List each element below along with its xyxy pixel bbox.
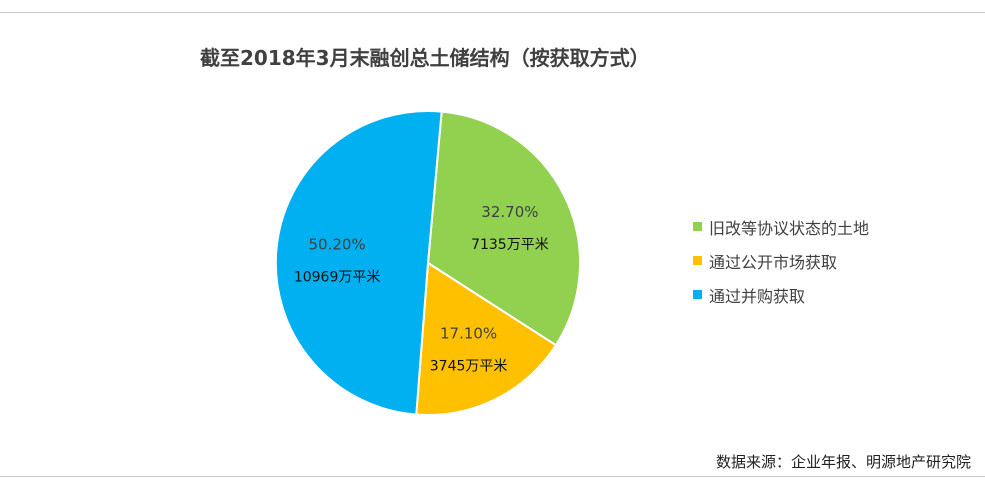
slice-value-label: 7135万平米 <box>471 237 549 253</box>
chart-title: 截至2018年3月末融创总土储结构（按获取方式） <box>200 46 650 70</box>
slice-percent-label: 50.20% <box>308 235 365 253</box>
legend-label: 通过并购获取 <box>709 286 806 306</box>
legend-item-old-renovation: 旧改等协议状态的土地 <box>693 214 869 239</box>
top-divider <box>0 12 985 13</box>
slice-value-label: 10969万平米 <box>294 269 381 285</box>
legend-label: 旧改等协议状态的土地 <box>709 218 870 238</box>
legend-swatch <box>693 290 702 299</box>
pie-slice-acquisition <box>274 110 443 416</box>
legend: 旧改等协议状态的土地 通过公开市场获取 通过并购获取 <box>693 214 869 316</box>
slice-value-label: 3745万平米 <box>430 359 508 375</box>
legend-swatch <box>693 256 702 265</box>
pie-slice-public-market <box>415 261 558 416</box>
slice-percent-label: 32.70% <box>481 203 538 221</box>
legend-item-acquisition: 通过并购获取 <box>693 282 869 307</box>
bottom-divider <box>0 476 985 477</box>
data-source-note: 数据来源：企业年报、明源地产研究院 <box>715 453 971 471</box>
pie-slices <box>274 110 581 416</box>
legend-swatch <box>693 222 702 231</box>
pie-labels: 32.70% 7135万平米 17.10% 3745万平米 50.20% 10969万平米 <box>294 203 549 375</box>
legend-label: 通过公开市场获取 <box>709 252 838 272</box>
legend-item-public-market: 通过公开市场获取 <box>693 248 869 273</box>
slice-percent-label: 17.10% <box>440 325 497 343</box>
